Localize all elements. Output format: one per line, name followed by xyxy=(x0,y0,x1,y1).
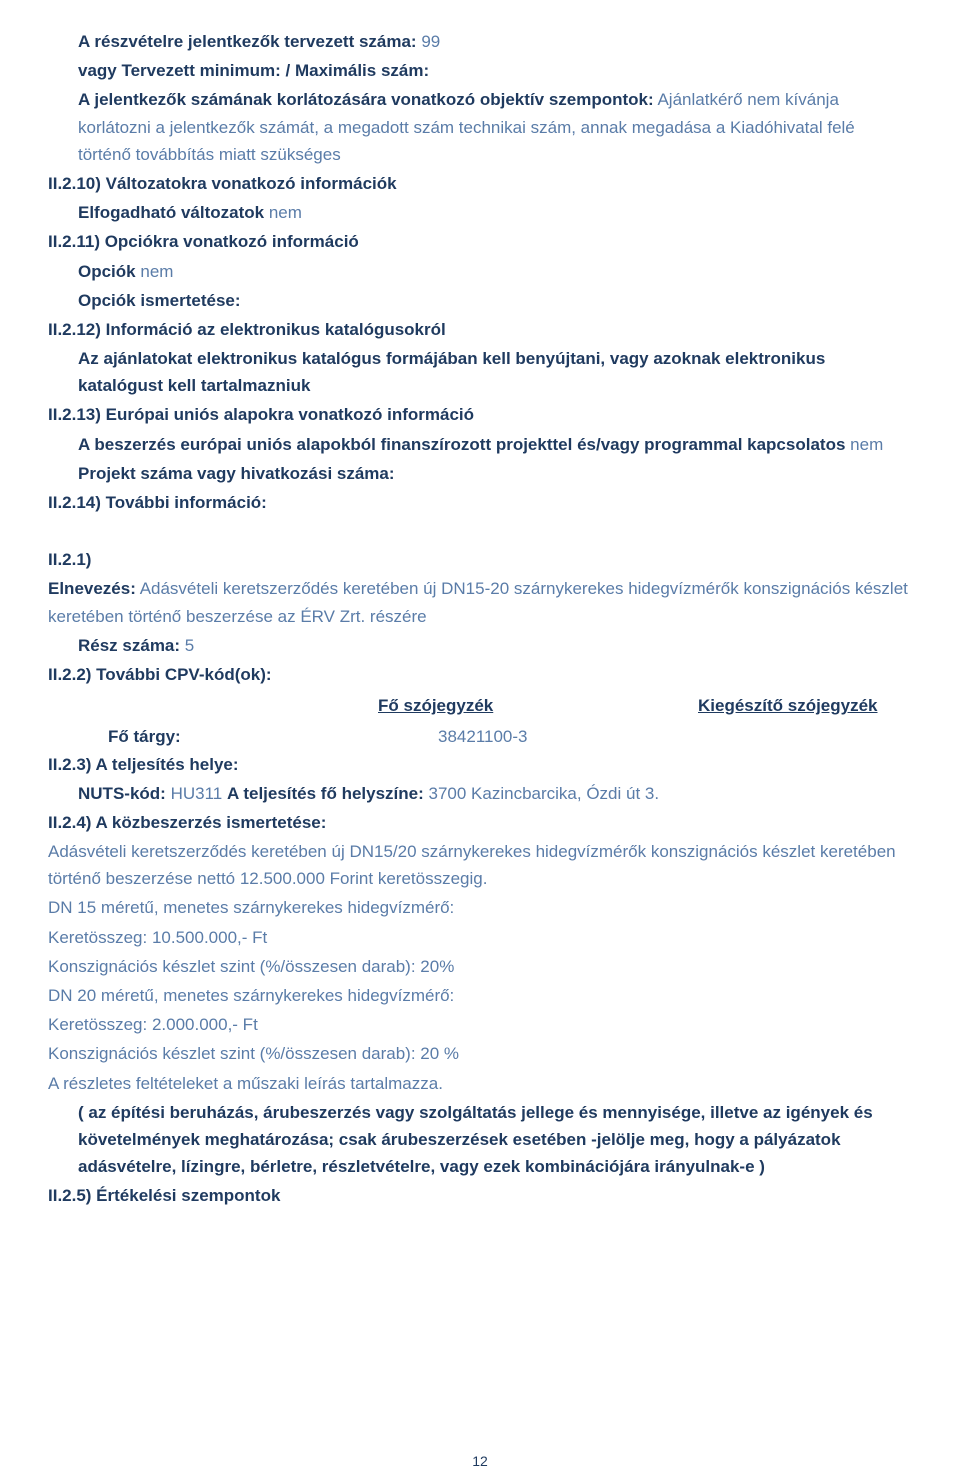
loc-label: A teljesítés fő helyszíne: xyxy=(227,784,424,803)
ii-2-13-line1: A beszerzés európai uniós alapokból fina… xyxy=(48,431,912,458)
cpv-row-value: 38421100-3 xyxy=(438,723,758,750)
ii-2-10-line1: Elfogadható változatok nem xyxy=(48,199,912,226)
participants-count-value: 99 xyxy=(421,32,440,51)
ii-2-4-p7: Konszignációs készlet szint (%/összesen … xyxy=(48,1040,912,1067)
ii-2-4-p1: Adásvételi keretszerződés keretében új D… xyxy=(48,838,912,892)
section-gap xyxy=(48,518,912,546)
cpv-header-aux: Kiegészítő szójegyzék xyxy=(698,692,912,719)
nuts-value: HU311 xyxy=(171,784,223,803)
participants-restriction: A jelentkezők számának korlátozására von… xyxy=(48,86,912,168)
ii-2-11-line1-label: Opciók xyxy=(78,262,136,281)
cpv-data-row: Fő tárgy: 38421100-3 xyxy=(48,723,912,750)
heading-ii-2-14: II.2.14) További információ: xyxy=(48,489,912,516)
ii-2-1-name-value: Adásvételi keretszerződés keretében új D… xyxy=(48,579,908,625)
heading-ii-2-11: II.2.11) Opciókra vonatkozó információ xyxy=(48,228,912,255)
heading-ii-2-1: II.2.1) xyxy=(48,546,912,573)
nuts-label: NUTS-kód: xyxy=(78,784,166,803)
ii-2-4-p6: Keretösszeg: 2.000.000,- Ft xyxy=(48,1011,912,1038)
heading-ii-2-3: II.2.3) A teljesítés helye: xyxy=(48,751,912,778)
participants-count-label: A részvételre jelentkezők tervezett szám… xyxy=(78,32,417,51)
ii-2-12-body: Az ajánlatokat elektronikus katalógus fo… xyxy=(48,345,912,399)
heading-ii-2-5: II.2.5) Értékelési szempontok xyxy=(48,1182,912,1209)
ii-2-4-p4: Konszignációs készlet szint (%/összesen … xyxy=(48,953,912,980)
cpv-row-label: Fő tárgy: xyxy=(48,723,438,750)
ii-2-1-part: Rész száma: 5 xyxy=(48,632,912,659)
ii-2-10-line1-label: Elfogadható változatok xyxy=(78,203,264,222)
cpv-header-row: Fő szójegyzék Kiegészítő szójegyzék xyxy=(48,692,912,719)
ii-2-4-p3: Keretösszeg: 10.500.000,- Ft xyxy=(48,924,912,951)
ii-2-3-body: NUTS-kód: HU311 A teljesítés fő helyszín… xyxy=(48,780,912,807)
ii-2-4-p8: A részletes feltételeket a műszaki leírá… xyxy=(48,1070,912,1097)
cpv-header-main: Fő szójegyzék xyxy=(378,692,698,719)
participants-restriction-label: A jelentkezők számának korlátozására von… xyxy=(78,90,654,109)
participants-count: A részvételre jelentkezők tervezett szám… xyxy=(48,28,912,55)
heading-ii-2-10: II.2.10) Változatokra vonatkozó informác… xyxy=(48,170,912,197)
ii-2-4-note: ( az építési beruházás, árubeszerzés vag… xyxy=(48,1099,912,1181)
heading-ii-2-2: II.2.2) További CPV-kód(ok): xyxy=(48,661,912,688)
ii-2-1-part-value: 5 xyxy=(185,636,194,655)
ii-2-13-line1-label: A beszerzés európai uniós alapokból fina… xyxy=(78,435,845,454)
ii-2-1-part-label: Rész száma: xyxy=(78,636,180,655)
heading-ii-2-12: II.2.12) Információ az elektronikus kata… xyxy=(48,316,912,343)
ii-2-1-name-label: Elnevezés: xyxy=(48,579,136,598)
document-page: A részvételre jelentkezők tervezett szám… xyxy=(0,0,960,1482)
loc-value: 3700 Kazincbarcika, Ózdi út 3. xyxy=(429,784,660,803)
ii-2-11-line1-value: nem xyxy=(140,262,173,281)
ii-2-10-line1-value: nem xyxy=(269,203,302,222)
heading-ii-2-4: II.2.4) A közbeszerzés ismertetése: xyxy=(48,809,912,836)
ii-2-4-p5: DN 20 méretű, menetes szárnykerekes hide… xyxy=(48,982,912,1009)
cpv-header-empty xyxy=(48,692,378,719)
ii-2-4-p2: DN 15 méretű, menetes szárnykerekes hide… xyxy=(48,894,912,921)
participants-minmax: vagy Tervezett minimum: / Maximális szám… xyxy=(48,57,912,84)
heading-ii-2-13: II.2.13) Európai uniós alapokra vonatkoz… xyxy=(48,401,912,428)
ii-2-13-line2: Projekt száma vagy hivatkozási száma: xyxy=(48,460,912,487)
ii-2-1-name: Elnevezés: Adásvételi keretszerződés ker… xyxy=(48,575,912,629)
ii-2-11-line2: Opciók ismertetése: xyxy=(48,287,912,314)
page-number: 12 xyxy=(0,1450,960,1472)
ii-2-11-line1: Opciók nem xyxy=(48,258,912,285)
ii-2-13-line1-value: nem xyxy=(850,435,883,454)
cpv-row-aux-empty xyxy=(758,723,912,750)
